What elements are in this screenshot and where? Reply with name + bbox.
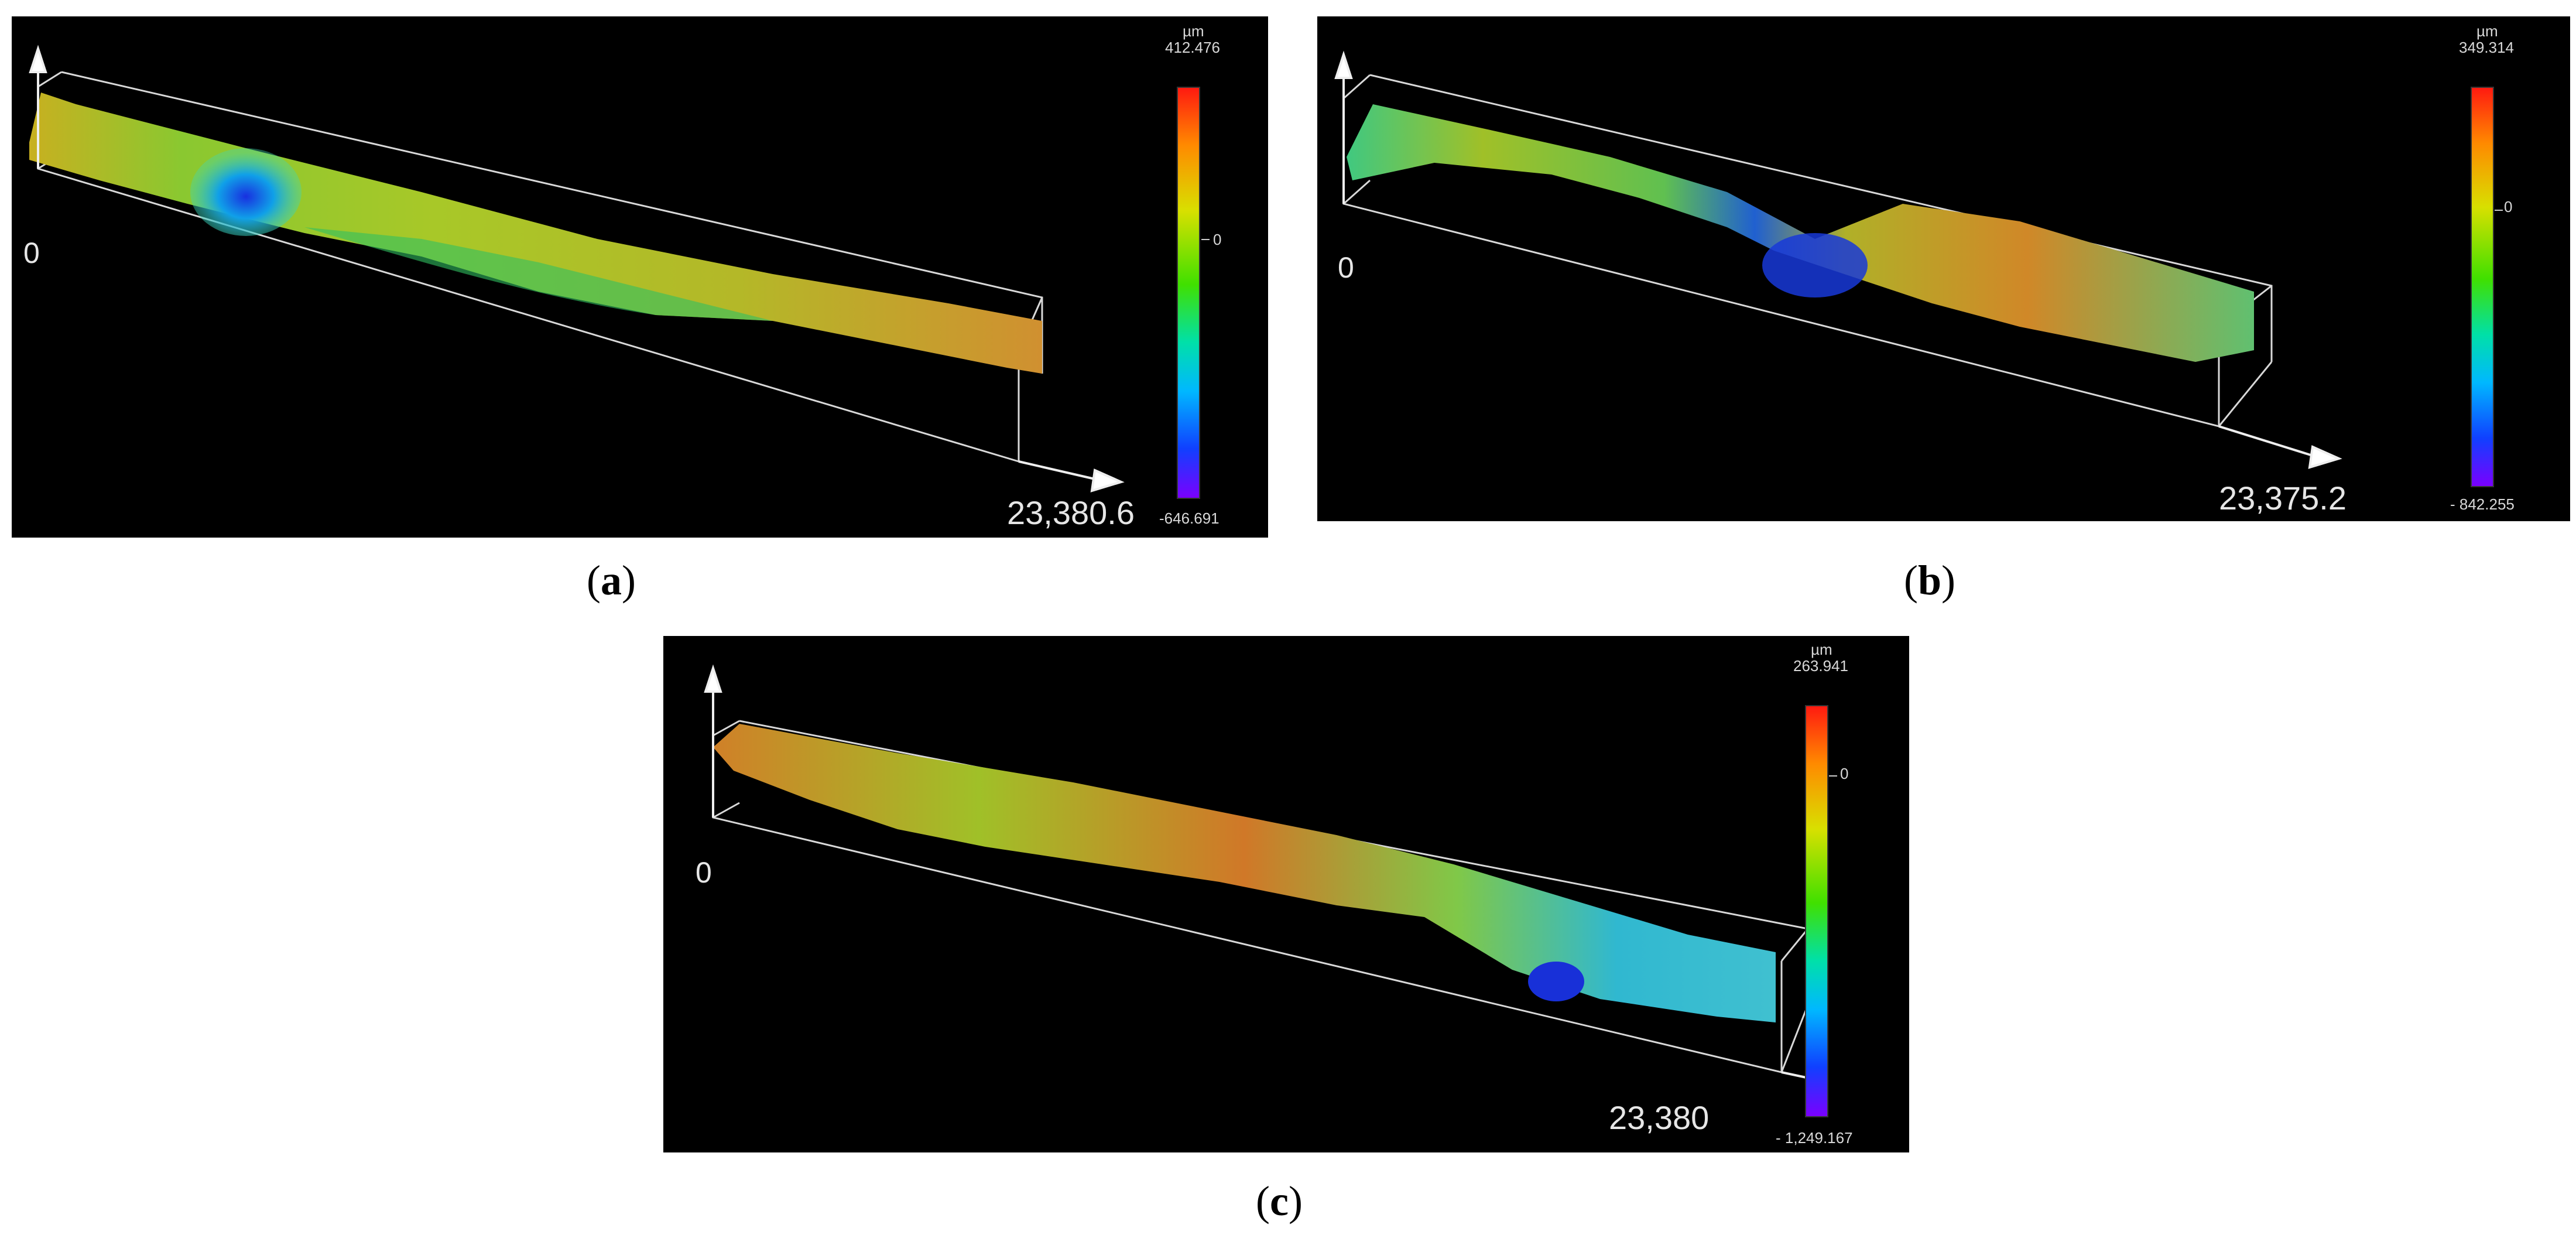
panel-a-scale-bar <box>1177 87 1200 499</box>
panel-c-scale-max: 263.941 <box>1793 657 1848 675</box>
panel-a-3d-profile <box>29 45 1125 492</box>
caption-a: (a) <box>587 557 636 604</box>
panel-c-surface-map: 0 23,380 µm 263.941 0 - 1,249.167 <box>663 636 1909 1152</box>
panel-b-origin-label: 0 <box>1338 251 1354 284</box>
panel-b-zero-tick <box>2495 210 2503 211</box>
panel-a-zero-tick <box>1201 239 1210 240</box>
panel-c-pit <box>1528 962 1584 1001</box>
panel-a-scale-min: -646.691 <box>1159 509 1220 527</box>
panel-a-x-max-label: 23,380.6 <box>1007 494 1135 531</box>
panel-b-pit <box>1762 233 1868 297</box>
panel-c-color-scale: µm 263.941 0 - 1,249.167 <box>1776 641 1907 1150</box>
panel-a-surface <box>29 93 1042 374</box>
panel-c-surface <box>713 724 1776 1022</box>
panel-a-axes <box>29 45 1125 492</box>
panel-c-zero-tick <box>1829 775 1837 777</box>
caption-c: (c) <box>1256 1178 1303 1225</box>
panel-b-3d-profile <box>1334 50 2342 469</box>
panel-b-scale-max: 349.314 <box>2459 39 2514 56</box>
panel-b-x-max-label: 23,375.2 <box>2219 480 2347 517</box>
panel-c-scale-bar <box>1805 705 1828 1117</box>
panel-c-scale-zero: 0 <box>1840 765 1849 782</box>
panel-b-scale-zero: 0 <box>2504 198 2513 216</box>
panel-c-scale-unit: µm <box>1811 641 1832 658</box>
panel-c-x-max-label: 23,380 <box>1609 1099 1710 1136</box>
panel-b-color-scale: µm 349.314 0 - 842.255 <box>2450 22 2567 520</box>
panel-b-scale-bar <box>2471 87 2494 487</box>
panel-a-origin-label: 0 <box>23 237 40 269</box>
panel-b-scale-min: - 842.255 <box>2450 495 2515 513</box>
panel-a-scale-unit: µm <box>1183 22 1204 40</box>
panel-b-axes <box>1334 50 2342 469</box>
panel-a-surface-map: 0 23,380.6 µm 412.476 0 -646.691 <box>12 16 1268 538</box>
panel-a-scale-zero: 0 <box>1213 231 1222 248</box>
panel-c-3d-profile <box>704 664 1823 1082</box>
caption-b: (b) <box>1904 557 1956 604</box>
panel-a-color-scale: µm 412.476 0 -646.691 <box>1159 22 1265 538</box>
panel-a-pit <box>190 148 302 236</box>
panel-a-scale-max: 412.476 <box>1165 39 1220 56</box>
panel-b-scale-unit: µm <box>2476 22 2498 40</box>
panel-c-scale-min: - 1,249.167 <box>1776 1129 1853 1147</box>
panel-b-surface <box>1347 104 2254 362</box>
panel-b-surface-map: 0 23,375.2 µm 349.314 0 - 842.255 <box>1317 16 2570 521</box>
panel-c-origin-label: 0 <box>696 856 712 889</box>
